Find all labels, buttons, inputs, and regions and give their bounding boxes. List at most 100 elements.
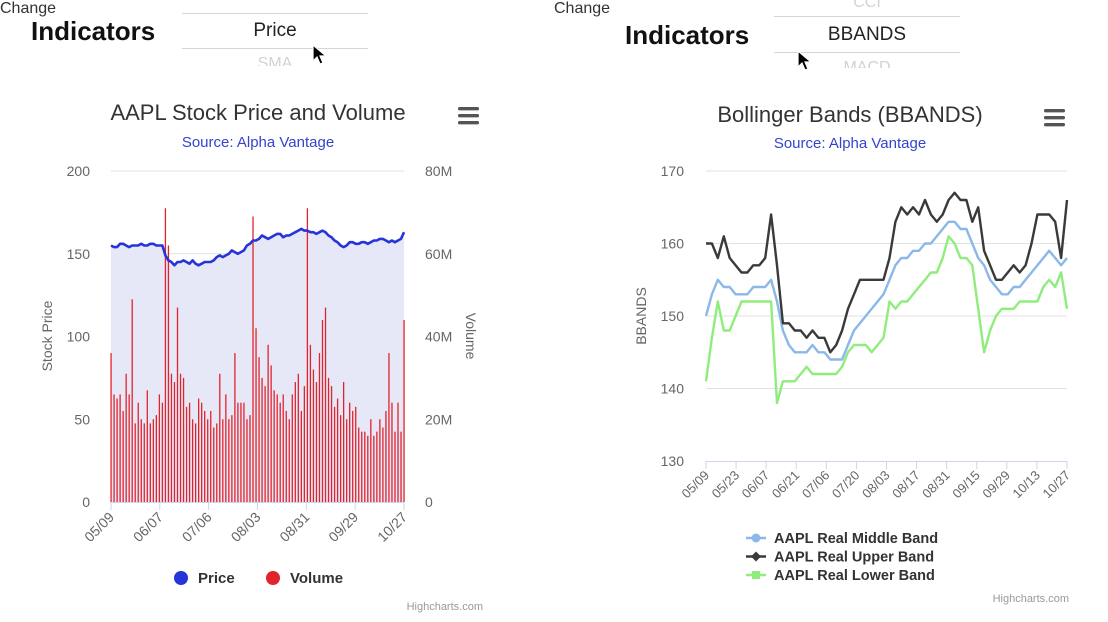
volume-bar: [194, 423, 197, 502]
x-tick-label: 08/03: [859, 468, 893, 502]
chart-credits: Highcharts.com: [407, 601, 483, 613]
volume-bar: [216, 423, 218, 502]
y-right-tick-label: 0: [425, 494, 433, 510]
volume-bar: [394, 431, 396, 502]
volume-bar: [170, 373, 173, 502]
picker-selected-option[interactable]: Price: [253, 20, 297, 41]
volume-bar: [367, 435, 369, 502]
volume-bar: [321, 319, 324, 502]
volume-bar: [155, 415, 158, 502]
volume-bar: [285, 410, 287, 502]
y-right-tick-label: 80M: [425, 163, 452, 179]
volume-bar: [336, 398, 339, 502]
volume-bar: [210, 410, 212, 502]
picker-selected-option[interactable]: BBANDS: [827, 24, 907, 45]
mouse-cursor-icon: [797, 50, 813, 71]
volume-bar: [164, 208, 167, 503]
volume-bar: [318, 353, 321, 502]
volume-bar: [306, 208, 309, 503]
middle-band-line: [704, 220, 1068, 361]
legend-marker-volume: [266, 571, 280, 585]
volume-bar: [376, 431, 378, 502]
volume-bar: [315, 382, 318, 502]
x-tick-label: 07/06: [799, 468, 833, 502]
volume-bar: [388, 353, 390, 502]
chart-subtitle: Source: Alpha Vantage: [182, 134, 334, 151]
volume-bar: [182, 377, 185, 502]
x-tick-label: 06/07: [739, 468, 773, 502]
y-right-tick-label: 40M: [425, 329, 452, 345]
x-tick-label: 05/09: [81, 509, 117, 545]
volume-bar: [385, 410, 387, 502]
volume-bar: [339, 415, 342, 502]
volume-bar: [173, 382, 176, 502]
x-tick-label: 05/23: [709, 468, 743, 502]
y-right-axis-label: Volume: [463, 313, 479, 360]
volume-bar: [204, 410, 206, 502]
x-tick-label: 08/31: [919, 468, 953, 502]
x-tick-label: 10/13: [1009, 468, 1043, 502]
y-tick-label: 160: [661, 236, 685, 252]
x-tick-label: 10/27: [1040, 468, 1074, 502]
volume-bar: [197, 398, 200, 502]
legend-item-lower-band-label: AAPL Real Lower Band: [774, 568, 935, 584]
indicators-label: Indicators: [31, 16, 156, 46]
volume-bar: [361, 431, 363, 502]
y-tick-label: 50: [74, 411, 90, 427]
volume-bar: [140, 419, 142, 502]
volume-bar: [288, 419, 290, 502]
volume-bar: [207, 419, 209, 502]
picker-divider: [182, 48, 368, 49]
volume-bar: [333, 406, 336, 502]
volume-bar: [231, 415, 233, 502]
volume-bar: [188, 402, 191, 502]
picker-option-below[interactable]: MACD: [843, 59, 891, 68]
hamburger-menu-icon[interactable]: [458, 107, 479, 125]
legend-item-lower-band-marker: [752, 571, 760, 579]
volume-bar: [119, 394, 121, 502]
y-tick-label: 200: [67, 163, 91, 179]
lower-band-line: [704, 235, 1069, 405]
change-button[interactable]: Change: [0, 0, 57, 17]
mouse-cursor-icon: [312, 44, 328, 65]
x-tick-label: 06/21: [769, 468, 803, 502]
chart-credits: Highcharts.com: [993, 593, 1069, 605]
change-button[interactable]: Change: [554, 0, 611, 17]
x-tick-label: 09/29: [325, 509, 361, 545]
legend-item-middle-band-label: AAPL Real Middle Band: [774, 531, 938, 547]
picker-option-below[interactable]: SMA: [257, 55, 293, 66]
volume-bar: [234, 353, 236, 502]
indicator-picker[interactable]: Price SMA: [182, 0, 368, 70]
volume-bar: [324, 307, 327, 502]
volume-bar: [291, 394, 293, 502]
volume-bar: [330, 386, 333, 502]
hamburger-menu-icon[interactable]: [1044, 109, 1065, 127]
volume-bar: [110, 353, 112, 502]
legend-label-price: Price: [198, 570, 235, 587]
indicator-picker[interactable]: CCI BBANDS MACD: [774, 0, 960, 70]
x-tick-label: 08/03: [228, 509, 264, 545]
y-tick-label: 140: [661, 381, 685, 397]
picker-divider: [774, 16, 960, 17]
x-tick-label: 08/31: [276, 509, 312, 545]
volume-bar: [113, 394, 115, 502]
legend-item-middle-band-marker: [751, 533, 761, 543]
volume-bar: [264, 386, 266, 502]
volume-bar: [219, 373, 221, 502]
volume-bar: [312, 369, 315, 502]
x-tick-label: 09/29: [979, 468, 1013, 502]
y-tick-label: 130: [661, 453, 685, 469]
volume-bar: [185, 406, 188, 502]
volume-bar: [213, 427, 215, 502]
price-volume-chart: AAPL Stock Price and Volume Source: Alpha…: [39, 100, 483, 613]
volume-bar: [128, 394, 130, 502]
y-right-tick-label: 60M: [425, 246, 452, 262]
chart-subtitle: Source: Alpha Vantage: [774, 135, 926, 152]
volume-bar: [255, 328, 257, 502]
volume-bar: [261, 377, 263, 502]
volume-bar: [146, 390, 148, 502]
volume-bar: [400, 431, 402, 502]
picker-option-above[interactable]: CCI: [853, 0, 881, 11]
volume-bar: [355, 406, 357, 502]
volume-bar: [179, 373, 182, 502]
